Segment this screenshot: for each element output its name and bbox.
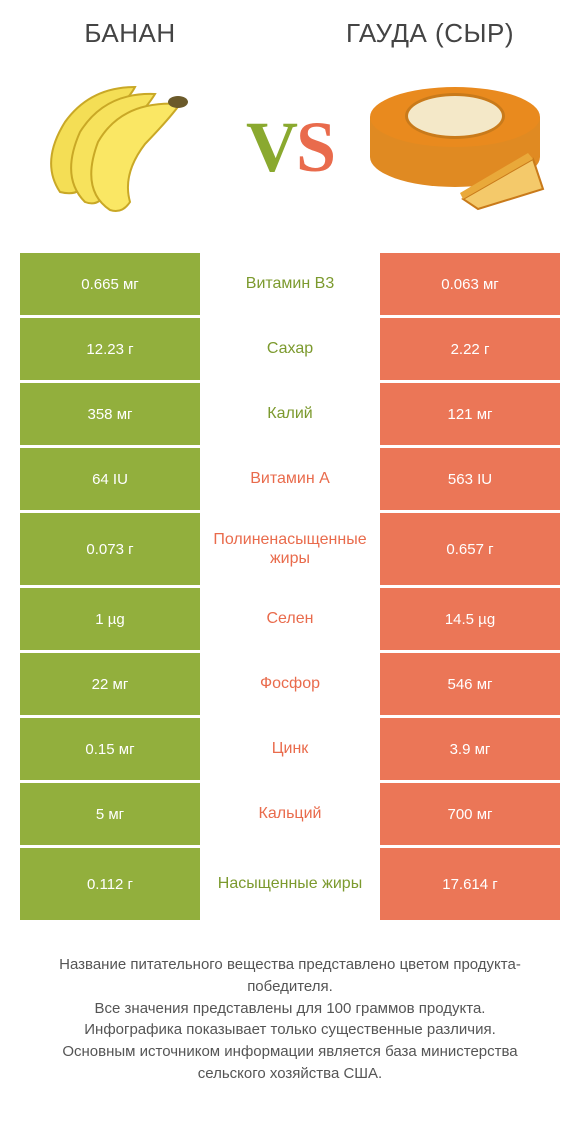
right-value: 3.9 мг (380, 718, 560, 780)
left-value: 0.15 мг (20, 718, 200, 780)
banana-image (30, 67, 220, 227)
banana-icon (30, 72, 220, 222)
left-value: 0.665 мг (20, 253, 200, 315)
table-row: 0.15 мгЦинк3.9 мг (20, 718, 560, 780)
nutrient-label: Цинк (200, 718, 380, 780)
vs-v: V (246, 107, 296, 187)
title-left: БАНАН (20, 18, 240, 49)
nutrient-label: Насыщенные жиры (200, 848, 380, 920)
right-value: 14.5 µg (380, 588, 560, 650)
right-value: 2.22 г (380, 318, 560, 380)
right-value: 0.063 мг (380, 253, 560, 315)
left-value: 5 мг (20, 783, 200, 845)
right-value: 17.614 г (380, 848, 560, 920)
table-row: 1 µgСелен14.5 µg (20, 588, 560, 650)
nutrient-label: Сахар (200, 318, 380, 380)
left-value: 1 µg (20, 588, 200, 650)
footer-line-3: Инфографика показывает только существенн… (34, 1019, 546, 1041)
left-value: 0.073 г (20, 513, 200, 585)
left-value: 358 мг (20, 383, 200, 445)
table-row: 0.073 гПолиненасыщенные жиры0.657 г (20, 513, 560, 585)
table-row: 64 IUВитамин A563 IU (20, 448, 560, 510)
table-row: 22 мгФосфор546 мг (20, 653, 560, 715)
nutrient-label: Фосфор (200, 653, 380, 715)
nutrient-label: Кальций (200, 783, 380, 845)
right-value: 0.657 г (380, 513, 560, 585)
cheese-image (360, 67, 550, 227)
right-value: 546 мг (380, 653, 560, 715)
title-right: ГАУДА (СЫР) (300, 18, 560, 49)
nutrient-label: Полиненасыщенные жиры (200, 513, 380, 585)
comparison-table: 0.665 мгВитамин B30.063 мг12.23 гСахар2.… (20, 253, 560, 920)
nutrient-label: Селен (200, 588, 380, 650)
title-row: БАНАН ГАУДА (СЫР) (20, 18, 560, 49)
hero-row: VS (20, 67, 560, 227)
table-row: 5 мгКальций700 мг (20, 783, 560, 845)
footer-line-2: Все значения представлены для 100 граммо… (34, 998, 546, 1020)
infographic-root: БАНАН ГАУДА (СЫР) VS (0, 0, 580, 1085)
nutrient-label: Витамин A (200, 448, 380, 510)
vs-label: VS (246, 106, 334, 189)
left-value: 64 IU (20, 448, 200, 510)
table-row: 0.665 мгВитамин B30.063 мг (20, 253, 560, 315)
right-value: 121 мг (380, 383, 560, 445)
table-row: 0.112 гНасыщенные жиры17.614 г (20, 848, 560, 920)
left-value: 0.112 г (20, 848, 200, 920)
footer-note: Название питательного вещества представл… (20, 954, 560, 1085)
nutrient-label: Калий (200, 383, 380, 445)
cheese-icon (370, 87, 540, 207)
footer-line-4: Основным источником информации является … (34, 1041, 546, 1085)
nutrient-label: Витамин B3 (200, 253, 380, 315)
left-value: 12.23 г (20, 318, 200, 380)
right-value: 700 мг (380, 783, 560, 845)
vs-s: S (296, 107, 334, 187)
left-value: 22 мг (20, 653, 200, 715)
table-row: 12.23 гСахар2.22 г (20, 318, 560, 380)
right-value: 563 IU (380, 448, 560, 510)
table-row: 358 мгКалий121 мг (20, 383, 560, 445)
footer-line-1: Название питательного вещества представл… (34, 954, 546, 998)
